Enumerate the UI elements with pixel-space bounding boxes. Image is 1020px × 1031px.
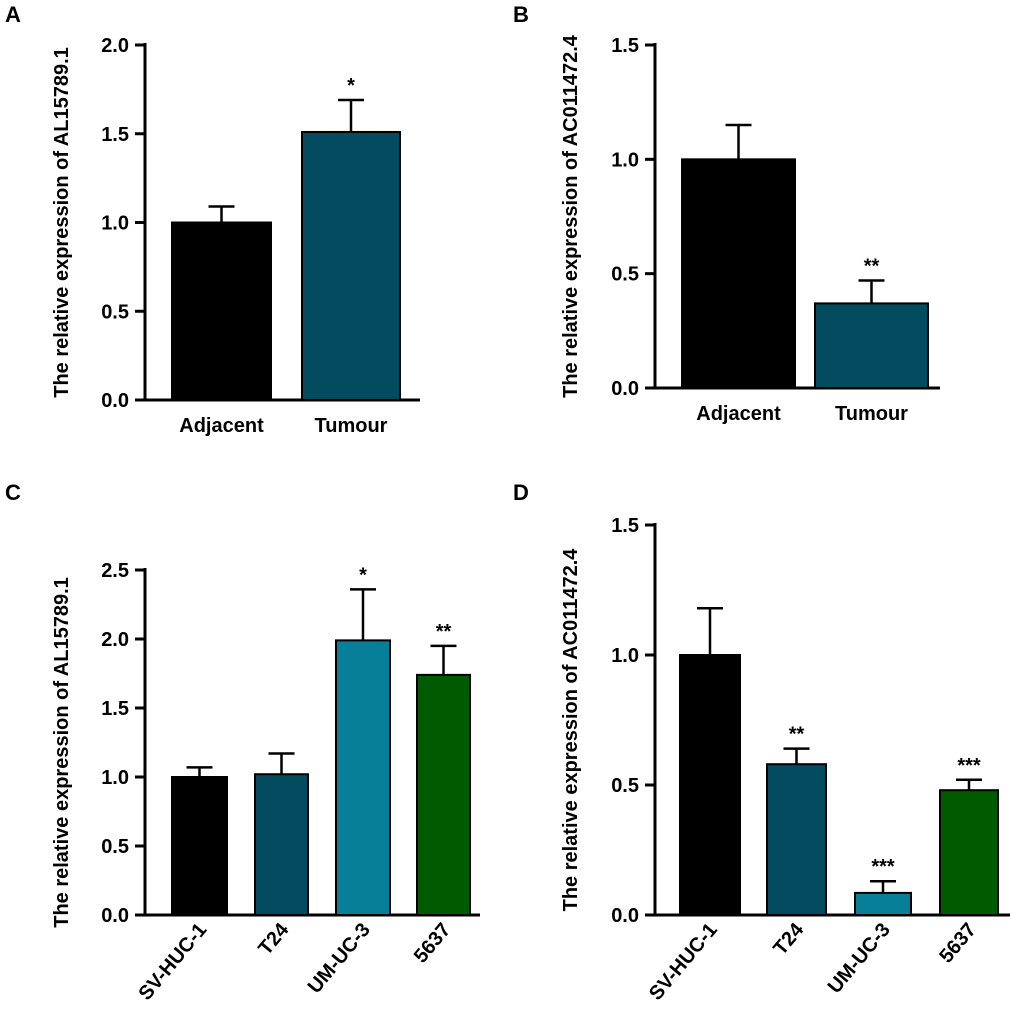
y-tick-label: 0.0 [101, 905, 129, 927]
significance-marker: *** [957, 755, 981, 777]
x-tick-label: Adjacent [179, 415, 264, 437]
x-tick-label: Tumour [315, 415, 388, 437]
panel-label: C [5, 480, 21, 505]
x-tick-label: UM-UC-3 [824, 919, 895, 998]
y-tick-label: 1.5 [611, 515, 639, 537]
significance-marker: * [347, 75, 355, 97]
y-tick-label: 0.5 [101, 836, 129, 858]
y-tick-label: 1.5 [101, 698, 129, 720]
y-tick-label: 1.0 [611, 149, 639, 171]
y-tick-label: 0.5 [101, 301, 129, 323]
y-tick-label: 0.0 [611, 905, 639, 927]
y-tick-label: 1.0 [101, 213, 129, 235]
y-tick-label: 0.0 [611, 378, 639, 400]
bar [301, 130, 401, 401]
significance-marker: * [359, 564, 367, 586]
x-tick-label: Tumour [835, 403, 908, 425]
significance-marker: ** [789, 724, 805, 746]
y-tick-label: 2.0 [101, 629, 129, 651]
x-tick-label: UM-UC-3 [304, 919, 375, 998]
bar [171, 221, 272, 401]
y-axis-label: The relative expression of AC011472.4 [560, 34, 582, 398]
y-tick-label: 0.5 [611, 775, 639, 797]
x-tick-label: 5637 [935, 919, 980, 967]
y-tick-label: 2.5 [101, 560, 129, 582]
bar [335, 639, 391, 916]
y-tick-label: 1.0 [101, 767, 129, 789]
y-axis-label: The relative expression of AC011472.4 [560, 548, 582, 912]
x-tick-label: SV-HUC-1 [134, 919, 211, 1005]
bar [679, 654, 741, 916]
panel-label: A [5, 2, 21, 27]
bar [681, 158, 796, 389]
x-tick-label: 5637 [410, 919, 455, 967]
bar [939, 789, 999, 917]
y-tick-label: 1.0 [611, 645, 639, 667]
significance-marker: ** [864, 256, 880, 278]
bar [254, 773, 309, 916]
y-tick-label: 2.0 [101, 35, 129, 57]
bar [171, 776, 228, 916]
bar [814, 302, 929, 390]
y-axis-label: The relative expression of AL15789.1 [51, 47, 73, 398]
panel-label: D [513, 480, 529, 505]
y-tick-label: 0.5 [611, 264, 639, 286]
significance-marker: *** [871, 856, 895, 878]
y-tick-label: 1.5 [101, 124, 129, 146]
significance-marker: ** [436, 621, 452, 643]
bar [766, 763, 827, 917]
bar [854, 891, 912, 917]
y-tick-label: 1.5 [611, 35, 639, 57]
y-axis-label: The relative expression of AL15789.1 [51, 577, 73, 928]
x-tick-label: Adjacent [696, 403, 781, 425]
y-tick-label: 0.0 [101, 390, 129, 412]
panel-label: B [513, 2, 529, 27]
x-tick-label: SV-HUC-1 [645, 919, 722, 1005]
bar [416, 673, 471, 916]
x-tick-label: T24 [769, 918, 809, 959]
x-tick-label: T24 [254, 918, 294, 959]
